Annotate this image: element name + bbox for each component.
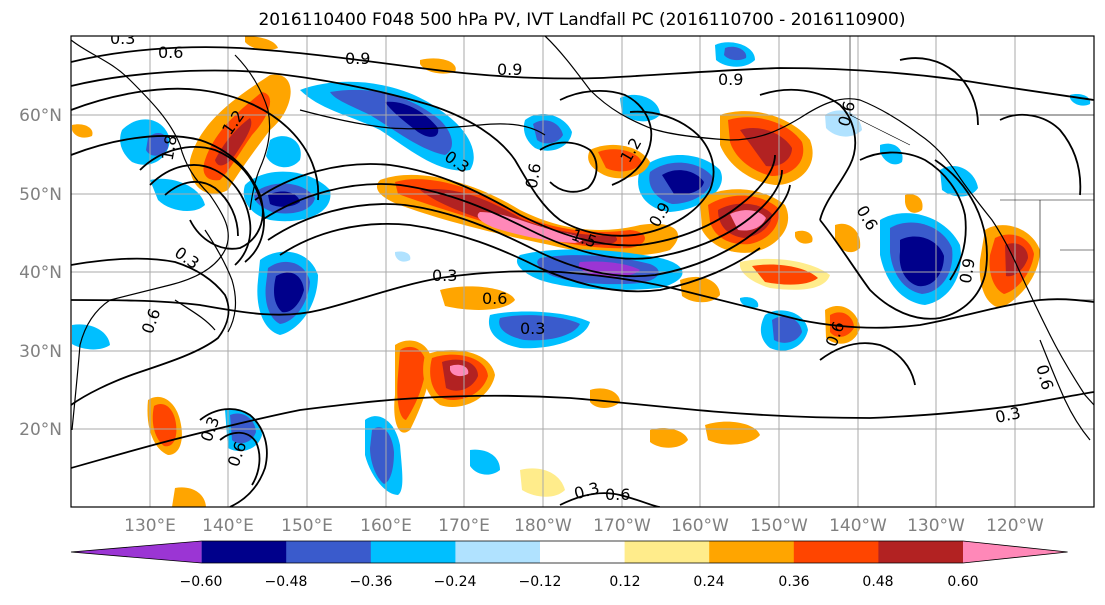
pv-contours [71,46,1094,507]
longitude-labels: 130°E 140°E 150°E 160°E 170°E 180°W 170°… [124,516,1044,536]
colorbar-tick-label: 0.12 [609,574,640,590]
map-panel: 0.3 0.6 0.9 0.9 0.9 1.2 1.8 0.3 0.6 1.5 … [71,29,1094,507]
north-america-west-coastline [957,174,1094,406]
contour-label: 0.9 [718,70,743,89]
colorbar-tick-labels: −0.60 −0.48 −0.36 −0.24 −0.12 0.12 0.24 … [180,574,979,590]
colorbar-tick-label: 0.24 [693,574,724,590]
colorbar-tick-label: −0.60 [180,574,223,590]
colorbar-segment [455,541,541,563]
colorbar-segment [624,541,710,563]
contour-label: 0.9 [956,257,979,285]
colorbar-segment [201,541,287,563]
colorbar-tick-label: 0.36 [778,574,809,590]
colorbar-segment [370,541,456,563]
contour-label: 0.6 [522,162,545,190]
contour-label: 0.9 [345,49,370,68]
lon-label: 160°W [671,516,729,536]
colorbar-segment [71,541,202,563]
asia-coastline [71,39,229,431]
lon-label: 150°W [750,516,808,536]
figure-title: 2016110400 F048 500 hPa PV, IVT Landfall… [258,10,905,30]
contour-label: 0.6 [158,43,183,62]
lon-label: 170°W [593,516,651,536]
colorbar-segment [286,541,372,563]
lon-label: 130°W [907,516,965,536]
lon-label: 160°E [360,516,412,536]
contour-label: 0.3 [993,403,1022,427]
lon-label: 140°W [829,516,887,536]
alaska-coastline [544,36,959,176]
lon-label: 120°W [986,516,1044,536]
lat-label: 60°N [19,106,62,126]
pv-contour-0.3 [71,257,230,406]
colorbar-tick-label: −0.24 [434,574,477,590]
lon-label: 150°E [281,516,333,536]
lon-label: 180°W [514,516,572,536]
colorbar-outline [70,540,1068,564]
lat-label: 40°N [19,263,62,283]
map-border [70,35,1095,508]
contour-label: 0.6 [605,485,630,504]
kamchatka-coastline [234,54,271,211]
lon-label: 140°E [202,516,254,536]
contour-label: 0.3 [520,319,545,338]
baja-coastline [1039,339,1091,441]
lat-label: 50°N [19,185,62,205]
colorbar [70,540,1068,564]
contour-label: 0.9 [497,60,522,79]
contour-label: 0.6 [482,289,507,308]
lon-label: 130°E [124,516,176,536]
colorbar-tick-label: −0.36 [350,574,393,590]
lon-label: 170°E [438,516,490,536]
latitude-labels: 60°N 50°N 40°N 30°N 20°N [19,106,62,440]
contour-label: 1.8 [158,134,181,162]
colorbar-tick-label: −0.48 [265,574,308,590]
lat-label: 20°N [19,420,62,440]
coastlines [71,36,1094,441]
colorbar-segment [793,541,879,563]
colorbar-segment [878,541,964,563]
colorbar-tick-label: −0.12 [519,574,562,590]
contour-label: 0.3 [110,29,135,48]
colorbar-segment [963,541,1068,563]
contour-label: 0.3 [432,266,457,285]
aleutian-coastline [299,109,546,136]
colorbar-tick-label: 0.60 [947,574,978,590]
colorbar-segment [709,541,795,563]
colorbar-segment [540,541,626,563]
lat-label: 30°N [19,342,62,362]
colorbar-tick-label: 0.48 [862,574,893,590]
